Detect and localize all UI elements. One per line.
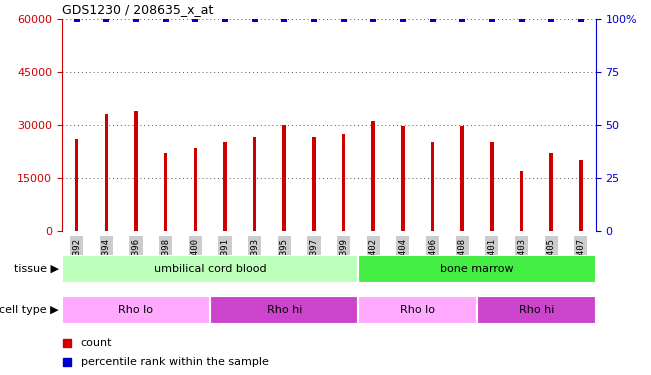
Bar bbox=[210, 296, 359, 324]
Text: Rho hi: Rho hi bbox=[266, 305, 302, 315]
Bar bbox=[490, 142, 493, 231]
Bar bbox=[105, 114, 108, 231]
Bar bbox=[359, 255, 596, 283]
Text: percentile rank within the sample: percentile rank within the sample bbox=[81, 357, 268, 367]
Text: tissue ▶: tissue ▶ bbox=[14, 264, 59, 274]
Bar bbox=[401, 126, 405, 231]
Point bbox=[72, 16, 82, 22]
Bar bbox=[431, 142, 434, 231]
Bar bbox=[342, 134, 346, 231]
Text: Rho hi: Rho hi bbox=[519, 305, 554, 315]
Text: Rho lo: Rho lo bbox=[118, 305, 154, 315]
Point bbox=[101, 16, 111, 22]
Bar bbox=[283, 124, 286, 231]
Bar bbox=[134, 111, 138, 231]
Point bbox=[457, 16, 467, 22]
Bar bbox=[549, 153, 553, 231]
Point bbox=[339, 16, 349, 22]
Bar bbox=[359, 296, 477, 324]
Bar bbox=[372, 121, 375, 231]
Bar bbox=[164, 153, 167, 231]
Bar bbox=[579, 160, 583, 231]
Point bbox=[546, 16, 557, 22]
Point bbox=[309, 16, 319, 22]
Point bbox=[487, 16, 497, 22]
Bar bbox=[62, 255, 359, 283]
Point bbox=[575, 16, 586, 22]
Bar bbox=[193, 148, 197, 231]
Point bbox=[220, 16, 230, 22]
Text: GDS1230 / 208635_x_at: GDS1230 / 208635_x_at bbox=[62, 3, 214, 16]
Text: Rho lo: Rho lo bbox=[400, 305, 436, 315]
Text: bone marrow: bone marrow bbox=[440, 264, 514, 274]
Text: umbilical cord blood: umbilical cord blood bbox=[154, 264, 266, 274]
Bar bbox=[223, 142, 227, 231]
Point bbox=[427, 16, 437, 22]
Bar bbox=[519, 171, 523, 231]
Point bbox=[160, 16, 171, 22]
Point bbox=[190, 16, 201, 22]
Bar bbox=[75, 139, 79, 231]
Point bbox=[368, 16, 378, 22]
Text: count: count bbox=[81, 338, 112, 348]
Bar bbox=[312, 137, 316, 231]
Bar bbox=[460, 126, 464, 231]
Point bbox=[249, 16, 260, 22]
Bar bbox=[253, 137, 256, 231]
Bar bbox=[477, 296, 596, 324]
Bar bbox=[62, 296, 210, 324]
Point bbox=[398, 16, 408, 22]
Point bbox=[131, 16, 141, 22]
Text: cell type ▶: cell type ▶ bbox=[0, 305, 59, 315]
Point bbox=[516, 16, 527, 22]
Point bbox=[279, 16, 290, 22]
